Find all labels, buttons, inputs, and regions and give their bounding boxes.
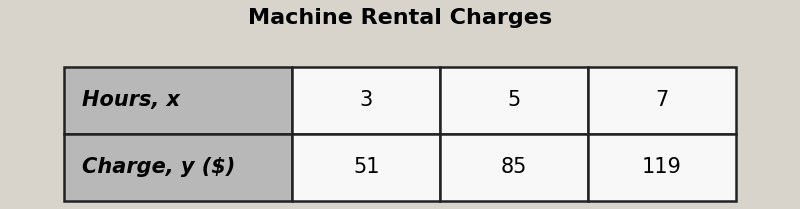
FancyBboxPatch shape	[64, 134, 293, 201]
Text: 119: 119	[642, 157, 682, 177]
FancyBboxPatch shape	[64, 67, 293, 134]
FancyBboxPatch shape	[293, 134, 440, 201]
Text: Charge, y ($): Charge, y ($)	[82, 157, 235, 177]
Text: 51: 51	[353, 157, 380, 177]
FancyBboxPatch shape	[440, 67, 588, 134]
Text: Machine Rental Charges: Machine Rental Charges	[248, 8, 552, 28]
FancyBboxPatch shape	[440, 134, 588, 201]
Text: 3: 3	[360, 90, 373, 110]
Text: 5: 5	[508, 90, 521, 110]
Text: 85: 85	[501, 157, 527, 177]
FancyBboxPatch shape	[588, 134, 736, 201]
FancyBboxPatch shape	[588, 67, 736, 134]
Text: Hours, x: Hours, x	[82, 90, 180, 110]
Text: 7: 7	[655, 90, 669, 110]
FancyBboxPatch shape	[293, 67, 440, 134]
